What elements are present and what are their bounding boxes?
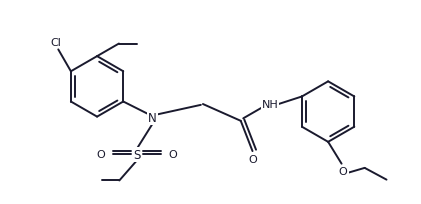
Text: S: S [133,148,141,161]
Text: O: O [96,150,105,160]
Text: Cl: Cl [51,38,61,48]
Text: O: O [339,166,348,176]
Text: O: O [169,150,178,160]
Text: O: O [248,155,257,165]
Text: NH: NH [262,100,279,110]
Text: N: N [148,112,157,125]
